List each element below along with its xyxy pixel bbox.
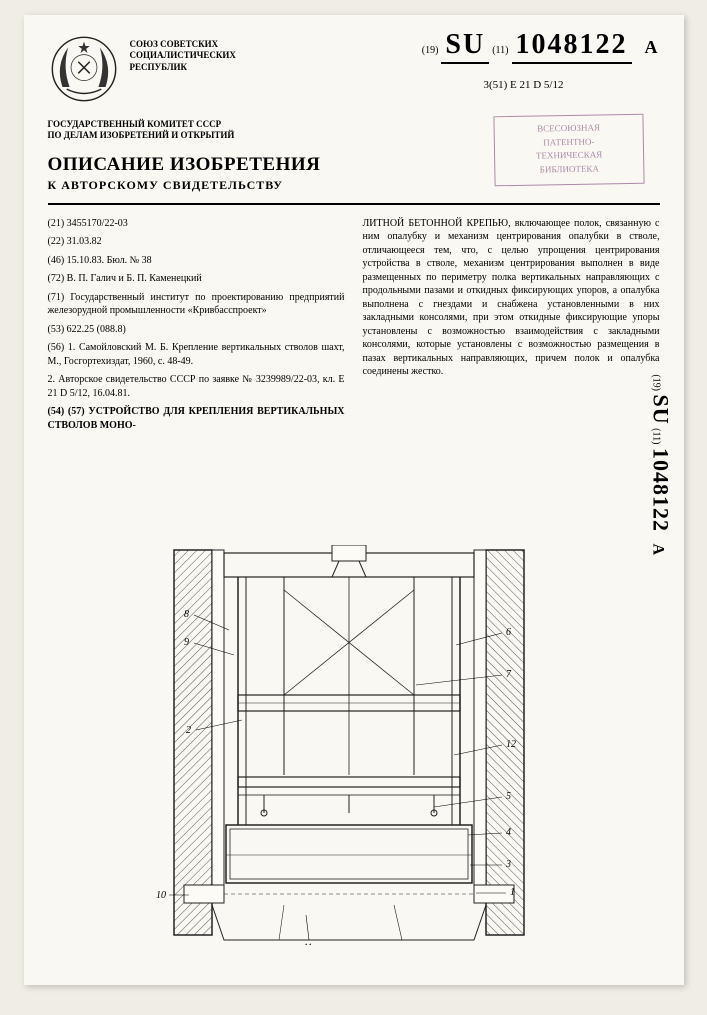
- field-56-1: (56) 1. Самойловский М. Б. Крепление вер…: [48, 341, 345, 368]
- field-46: (46) 15.10.83. Бюл. № 38: [48, 254, 345, 268]
- field-54: (54) (57) УСТРОЙСТВО ДЛЯ КРЕПЛЕНИЯ ВЕРТИ…: [48, 405, 345, 432]
- callout-10: 10: [156, 890, 166, 901]
- classification-code: 3(51) E 21 D 5/12: [483, 79, 563, 91]
- document-number: (19) SU (11) 1048122 A: [422, 29, 658, 61]
- field-22: (22) 31.03.82: [48, 235, 345, 249]
- patent-page: СОЮЗ СОВЕТСКИХ СОЦИАЛИСТИЧЕСКИХ РЕСПУБЛИ…: [24, 15, 684, 985]
- side-su: SU: [649, 395, 674, 425]
- union-label: СОЮЗ СОВЕТСКИХ СОЦИАЛИСТИЧЕСКИХ РЕСПУБЛИ…: [130, 33, 236, 73]
- callout-8: 8: [184, 609, 189, 620]
- field-56-2: 2. Авторское свидетельство СССР по заявк…: [48, 373, 345, 400]
- field-72: (72) В. П. Галич и Б. П. Каменецкий: [48, 272, 345, 286]
- header-divider: [48, 203, 660, 205]
- country-code: SU: [441, 29, 489, 64]
- field-21: (21) 3455170/22-03: [48, 217, 345, 231]
- right-column: ЛИТНОЙ БЕТОННОЙ КРЕПЬЮ, включающее полок…: [363, 217, 660, 438]
- class-value: E 21 D 5/12: [510, 79, 563, 91]
- field-71: (71) Государственный институт по проекти…: [48, 291, 345, 318]
- callout-12: 12: [506, 739, 516, 750]
- callout-1: 1: [510, 887, 515, 898]
- callout-3: 3: [505, 859, 511, 870]
- class-prefix: 3(51): [483, 79, 507, 91]
- ussr-emblem: [48, 33, 120, 105]
- side-document-number: (19) SU (11) 1048122 A: [648, 374, 674, 555]
- abstract-text: ЛИТНОЙ БЕТОННОЙ КРЕПЬЮ, включающее полок…: [363, 217, 660, 379]
- body-columns: (21) 3455170/22-03 (22) 31.03.82 (46) 15…: [48, 217, 660, 438]
- field-11-prefix: (11): [492, 45, 508, 56]
- field-19-prefix: (19): [422, 45, 439, 56]
- callout-2: 2: [186, 725, 191, 736]
- technical-figure: 8 9 2 10 6 7 12 5 4 3 1: [134, 545, 564, 945]
- callout-11: 11: [304, 942, 313, 945]
- side-number: 1048122: [649, 448, 674, 532]
- side-prefix19: (19): [651, 374, 662, 391]
- callout-4: 4: [506, 827, 511, 838]
- callout-6: 6: [506, 627, 511, 638]
- side-prefix11: (11): [651, 428, 662, 444]
- callout-5: 5: [506, 791, 511, 802]
- field-53: (53) 622.25 (088.8): [48, 323, 345, 337]
- side-suffix: A: [650, 543, 667, 555]
- stamp-line-4: БИБЛИОТЕКА: [495, 161, 643, 177]
- patent-suffix: A: [645, 37, 658, 57]
- library-stamp: ВСЕСОЮЗНАЯ ПАТЕНТНО- ТЕХНИЧЕСКАЯ БИБЛИОТ…: [493, 114, 644, 187]
- left-column: (21) 3455170/22-03 (22) 31.03.82 (46) 15…: [48, 217, 345, 438]
- patent-number: 1048122: [512, 29, 632, 64]
- callout-9: 9: [184, 637, 189, 648]
